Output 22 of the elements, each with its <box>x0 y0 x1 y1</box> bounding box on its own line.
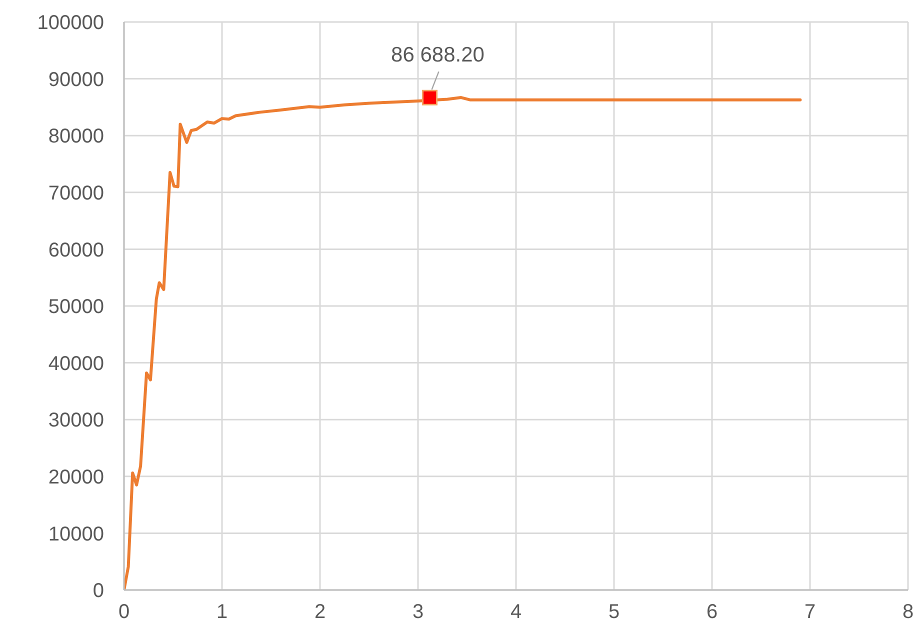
x-tick-label: 7 <box>804 601 816 624</box>
x-tick-label: 2 <box>314 601 326 624</box>
line-series <box>124 96 802 590</box>
x-tick-label: 3 <box>412 601 424 624</box>
y-tick-label: 70000 <box>48 182 104 204</box>
y-tick-label: 100000 <box>37 12 104 34</box>
y-tick-label: 50000 <box>48 296 104 318</box>
x-tick-label: 8 <box>902 601 914 624</box>
y-tick-label: 0 <box>92 580 104 602</box>
x-tick-label: 0 <box>118 601 130 624</box>
y-tick-label: 80000 <box>48 126 104 148</box>
y-tick-label: 40000 <box>48 352 104 375</box>
y-tick-label: 20000 <box>48 466 104 488</box>
y-tick-label: 60000 <box>48 239 104 262</box>
y-tick-label: 30000 <box>48 410 104 432</box>
y-tick-label: 10000 <box>48 523 104 546</box>
x-tick-label: 4 <box>510 601 522 624</box>
y-tick-label: 90000 <box>48 68 104 91</box>
data-label: 86 688.20 <box>391 44 484 67</box>
x-tick-label: 5 <box>608 601 620 624</box>
x-tick-label: 6 <box>706 601 718 624</box>
x-tick-label: 1 <box>216 601 228 624</box>
